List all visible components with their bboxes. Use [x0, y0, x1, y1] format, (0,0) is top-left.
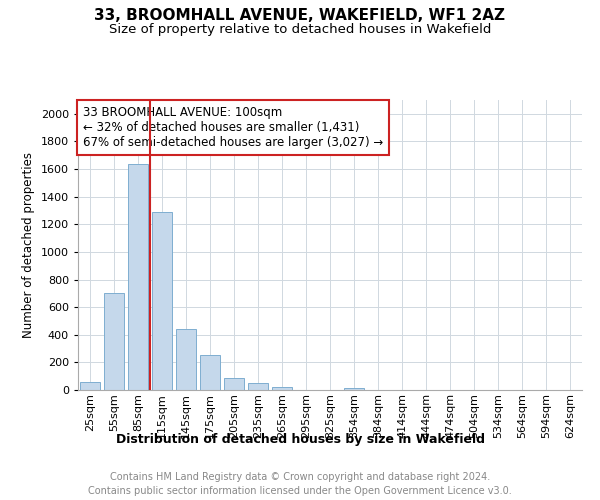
Bar: [344, 388, 364, 390]
Text: 33, BROOMHALL AVENUE, WAKEFIELD, WF1 2AZ: 33, BROOMHALL AVENUE, WAKEFIELD, WF1 2AZ: [95, 8, 505, 22]
Bar: [152, 212, 172, 390]
Bar: [128, 164, 148, 390]
Text: Distribution of detached houses by size in Wakefield: Distribution of detached houses by size …: [115, 432, 485, 446]
Bar: [176, 329, 196, 390]
Y-axis label: Number of detached properties: Number of detached properties: [22, 152, 35, 338]
Bar: [272, 386, 292, 390]
Bar: [104, 294, 124, 390]
Text: Size of property relative to detached houses in Wakefield: Size of property relative to detached ho…: [109, 22, 491, 36]
Text: Contains public sector information licensed under the Open Government Licence v3: Contains public sector information licen…: [88, 486, 512, 496]
Text: 33 BROOMHALL AVENUE: 100sqm
← 32% of detached houses are smaller (1,431)
67% of : 33 BROOMHALL AVENUE: 100sqm ← 32% of det…: [83, 106, 383, 149]
Text: Contains HM Land Registry data © Crown copyright and database right 2024.: Contains HM Land Registry data © Crown c…: [110, 472, 490, 482]
Bar: [224, 378, 244, 390]
Bar: [248, 383, 268, 390]
Bar: [80, 382, 100, 390]
Bar: [200, 355, 220, 390]
